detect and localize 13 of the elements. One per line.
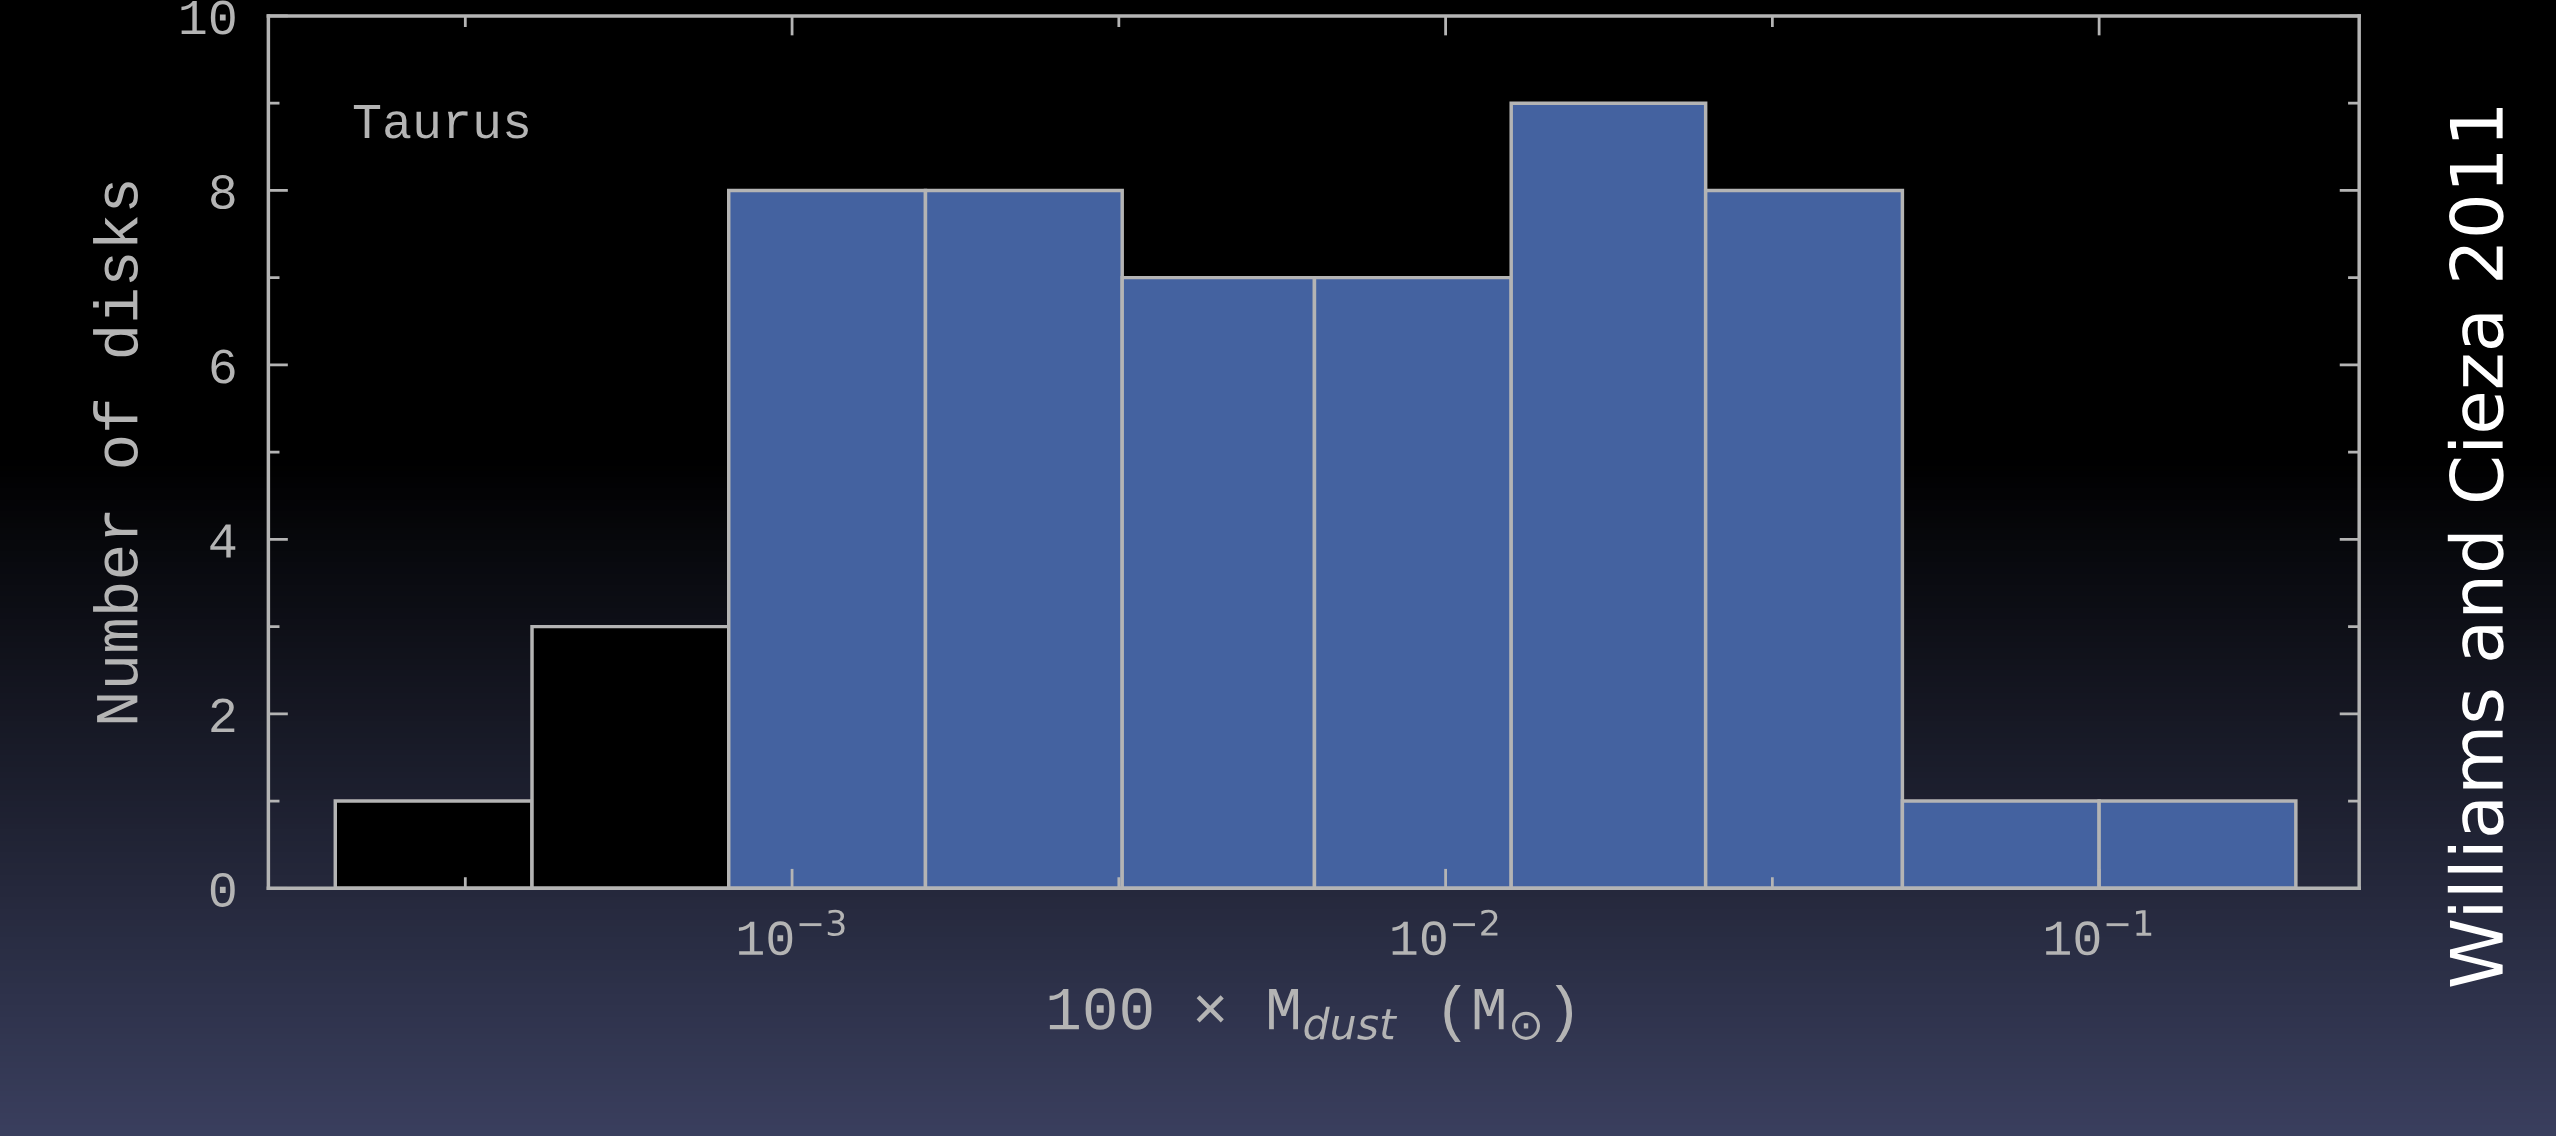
x-tick-label: 10$^{−3}$ — [738, 909, 845, 956]
y-tick-label: 2 — [211, 698, 235, 732]
y-tick-label: 0 — [210, 873, 235, 907]
y-tick-label: 6 — [211, 349, 235, 384]
x-tick-label: 10$^{−2}$ — [1392, 909, 1498, 956]
y-tick-label: 8 — [211, 175, 235, 209]
y-tick-label: 4 — [210, 524, 236, 558]
y-tick-label: 10 — [181, 0, 235, 35]
text: Williams and Cieza 2011 — [2447, 107, 2504, 987]
y-axis-title: Number of disks — [93, 182, 139, 723]
x-axis-title: 100 × M$_{dust}$ (M$_{⊙}$) — [1049, 984, 1573, 1042]
annotation: Taurus — [353, 105, 528, 139]
x-tick-label: 10$^{−1}$ — [2045, 910, 2152, 956]
